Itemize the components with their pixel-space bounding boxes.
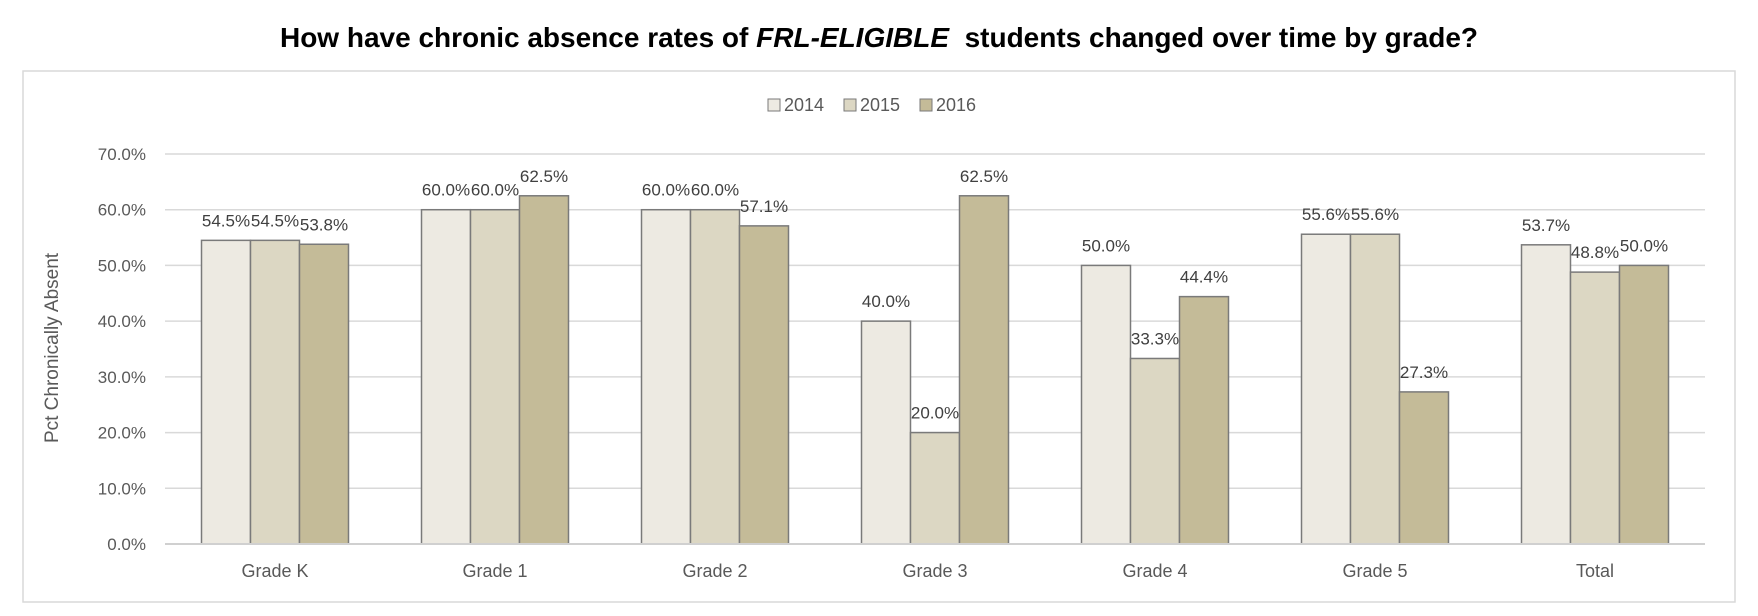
bars [200,195,1670,545]
y-tick-label: 0.0% [107,535,146,554]
x-tick-label: Grade 4 [1122,561,1187,581]
bar-2015-grade-1 [469,208,521,545]
y-tick-label: 30.0% [98,368,146,387]
data-label: 55.6% [1351,205,1399,224]
bar-2016-grade-2 [738,225,790,545]
bar-2015-grade-3 [909,431,961,545]
x-tick-label: Grade 5 [1342,561,1407,581]
data-label: 60.0% [642,181,690,200]
bar-2015-grade-k [249,239,301,545]
x-tick-label: Grade K [241,561,308,581]
data-label: 54.5% [202,211,250,230]
chart-area-border [22,70,1736,603]
chart-title-emphasis: FRL-ELIGIBLE [756,22,950,53]
data-label: 60.0% [471,181,519,200]
bar-2015-grade-2 [689,208,741,545]
bar-2014-grade-2 [640,208,692,545]
x-tick-label: Total [1576,561,1614,581]
bar-2016-grade-5 [1398,391,1450,545]
data-label: 60.0% [422,181,470,200]
x-tick-label: Grade 3 [902,561,967,581]
data-label: 20.0% [911,404,959,423]
y-tick-label: 70.0% [98,145,146,164]
legend: 2014 2015 2016 [767,95,976,115]
bar-2014-grade-5 [1300,233,1352,545]
data-label: 48.8% [1571,243,1619,262]
y-tick-label: 50.0% [98,256,146,275]
bar-2016-grade-4 [1178,295,1230,545]
bar-2016-grade-1 [518,195,570,545]
data-label: 62.5% [520,167,568,186]
x-tick-label: Grade 1 [462,561,527,581]
chart-title-prefix: How have chronic absence rates of [279,22,757,53]
chart-title-suffix: students changed over time by grade? [949,22,1479,53]
y-tick-label: 40.0% [98,312,146,331]
data-label: 44.4% [1180,268,1228,287]
bar-2015-grade-4 [1129,357,1181,545]
legend-label-2016: 2016 [936,95,976,115]
chart-title: How have chronic absence rates of FRL-EL… [0,22,1758,54]
data-label: 60.0% [691,181,739,200]
legend-swatch-2015 [843,98,857,112]
x-tick-label: Grade 2 [682,561,747,581]
bar-2015-grade-5 [1349,233,1401,545]
data-label: 62.5% [960,167,1008,186]
y-axis-ticks: 0.0% 10.0% 20.0% 30.0% 40.0% 50.0% 60.0% 70.0% [98,145,146,554]
y-axis-title: Pct Chronically Absent [42,252,63,443]
legend-swatch-2016 [919,98,933,112]
bar-2016-total [1618,264,1670,545]
legend-label-2014: 2014 [784,95,824,115]
data-label: 53.7% [1522,216,1570,235]
data-label: 57.1% [740,197,788,216]
data-label: 50.0% [1082,236,1130,255]
bar-2014-grade-1 [420,208,472,545]
bar-2016-grade-k [298,243,350,545]
bar-2014-grade-k [200,239,252,545]
data-label: 40.0% [862,292,910,311]
legend-label-2015: 2015 [860,95,900,115]
bar-2016-grade-3 [958,195,1010,545]
legend-swatch-2014 [767,98,781,112]
data-label: 55.6% [1302,205,1350,224]
bar-2014-grade-4 [1080,264,1132,545]
data-label: 33.3% [1131,329,1179,348]
y-tick-label: 20.0% [98,424,146,443]
bar-2015-total [1569,271,1621,545]
y-tick-label: 60.0% [98,201,146,220]
x-axis-labels: Grade K Grade 1 Grade 2 Grade 3 Grade 4 Grade… [241,561,1614,581]
data-labels: 54.5% 54.5% 53.8%60.0% 60.0%62.5%60.0% 60.0%… [202,167,1668,423]
bar-2014-grade-3 [860,320,912,545]
data-label: 50.0% [1620,236,1668,255]
data-label: 53.8% [300,215,348,234]
data-label: 27.3% [1400,363,1448,382]
data-label: 54.5% [251,211,299,230]
y-tick-label: 10.0% [98,479,146,498]
bar-2014-total [1520,244,1572,545]
